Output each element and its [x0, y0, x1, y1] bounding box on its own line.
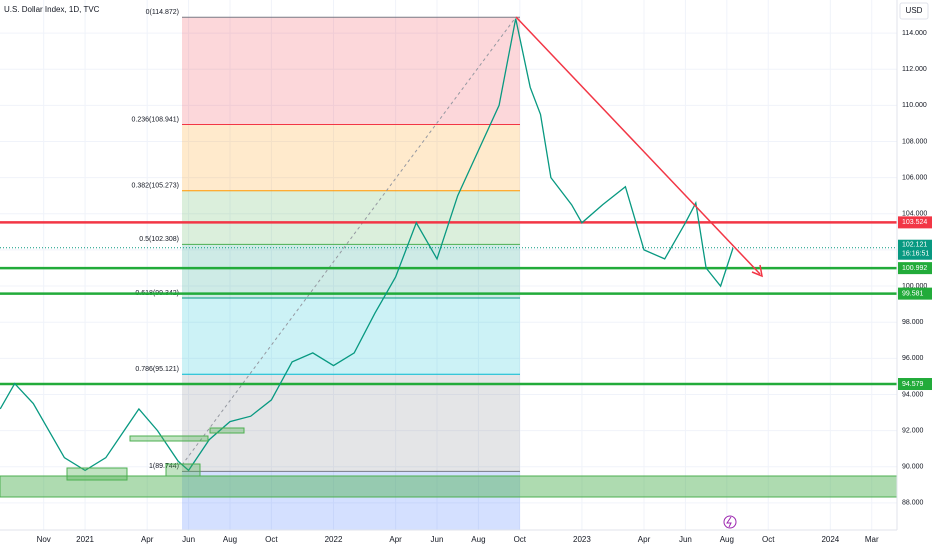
grid [0, 0, 897, 530]
x-tick-label: Oct [514, 535, 527, 544]
x-tick-label: Nov [37, 535, 51, 544]
y-tick-label: 108.000 [902, 138, 927, 145]
x-tick-label: Jun [182, 535, 195, 544]
support-zone [0, 475, 898, 498]
x-tick-label: Apr [141, 535, 154, 544]
x-tick-label: Jun [431, 535, 444, 544]
y-tick-label: 88.000 [902, 500, 924, 507]
price [0, 18, 897, 472]
fib-zone [182, 190, 520, 245]
price-tag-label: 99.581 [902, 290, 924, 297]
box [66, 467, 128, 481]
x-tick-label: Aug [471, 535, 485, 544]
fib-zone [182, 297, 520, 375]
fib-label: 0.382(105.273) [132, 183, 179, 190]
y-tick-label: 98.000 [902, 319, 924, 326]
x-tick-label: Aug [720, 535, 734, 544]
event-icon-bolt [726, 516, 732, 528]
x-tick-label: 2021 [76, 535, 94, 544]
fib-zone [182, 471, 520, 530]
y-tick-label: 114.000 [902, 30, 927, 37]
fib-label: 0.236(108.941) [132, 116, 179, 123]
fib-label: 0.786(95.121) [135, 366, 179, 373]
currency[interactable]: USD [906, 6, 923, 15]
chart-title: U.S. Dollar Index, 1D, TVC [4, 5, 100, 14]
y-tick-label: 92.000 [902, 427, 924, 434]
x-tick-label: Apr [389, 535, 402, 544]
x-tick-label: Aug [223, 535, 237, 544]
price-tag [898, 378, 932, 391]
trend-line [515, 16, 761, 275]
fib-label: 1(89.744) [149, 463, 179, 470]
box [165, 463, 201, 477]
box [129, 435, 209, 442]
y-tick-label: 104.000 [902, 211, 927, 218]
y-tick-label: 110.000 [902, 102, 927, 109]
x-tick-label: Apr [638, 535, 651, 544]
y-tick-label: 106.000 [902, 174, 927, 181]
price-tag-label: 94.579 [902, 381, 924, 388]
axes: 88.000 90.000 92.000 94.000 96.000 98.000 100.… [37, 30, 932, 544]
y-tick-label: 96.000 [902, 355, 924, 362]
fib-retracement: 0(114.872) 0.236(108.941) 0.382(105.273) 0.… [132, 9, 520, 530]
fib-zone [182, 244, 520, 298]
x-tick-label: Mar [865, 535, 879, 544]
fib-zone [182, 374, 520, 472]
price-tag [898, 216, 932, 229]
boxes [66, 427, 245, 481]
price-line [0, 18, 734, 472]
x-tick-label: Oct [265, 535, 278, 544]
box [209, 427, 245, 434]
fib-zone [182, 124, 520, 191]
countdown: 16:16:51 [902, 251, 929, 258]
y-tick-label: 112.000 [902, 66, 927, 73]
price-tag-label: 103.524 [902, 219, 927, 226]
price-tag-label: 100.992 [902, 265, 927, 272]
price-tag [898, 262, 932, 275]
fib-label: 0(114.872) [146, 9, 179, 16]
currency-button[interactable] [899, 2, 929, 20]
price-tag [898, 287, 932, 300]
x-tick-label: 2023 [573, 535, 591, 544]
event-icon[interactable] [723, 515, 737, 529]
y-tick-label: 90.000 [902, 464, 924, 471]
fib-zone [182, 17, 520, 125]
y-tick-label: 94.000 [902, 391, 924, 398]
price-tag-label: 102.121 [902, 242, 927, 249]
y-tick-label: 100.000 [902, 283, 927, 290]
x-tick-label: 2022 [325, 535, 343, 544]
price-tag [898, 239, 932, 260]
trend-arrow [751, 264, 763, 278]
fib-label: 0.5(102.308) [139, 236, 179, 243]
x-tick-label: Oct [762, 535, 775, 544]
x-tick-label: Jun [679, 535, 692, 544]
x-tick-label: 2024 [821, 535, 839, 544]
